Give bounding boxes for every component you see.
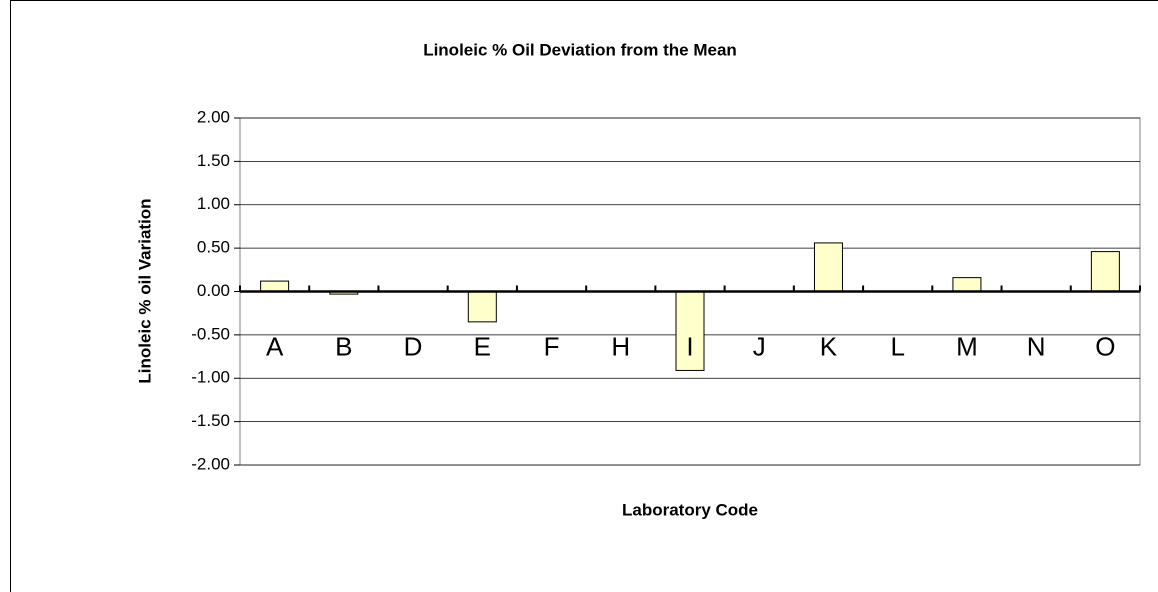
x-tick-label: I — [686, 331, 693, 361]
y-tick-label: 0.50 — [197, 238, 230, 257]
x-tick-label: A — [266, 331, 284, 361]
bar — [260, 280, 290, 292]
x-tick-label: J — [753, 331, 766, 361]
y-tick-label: -2.00 — [191, 454, 230, 473]
y-axis-label: Linoleic % oil Variation — [135, 198, 154, 383]
x-axis-label: Laboratory Code — [622, 500, 758, 519]
x-tick-label: M — [956, 331, 978, 361]
x-tick-label: N — [1027, 331, 1046, 361]
x-tick-label: F — [544, 331, 560, 361]
chart-title: Linoleic % Oil Deviation from the Mean — [423, 40, 737, 59]
x-tick-label: B — [335, 331, 352, 361]
bar — [813, 242, 843, 292]
x-tick-label: K — [820, 331, 838, 361]
x-tick-label: O — [1095, 331, 1115, 361]
y-tick-label: 1.50 — [197, 151, 230, 170]
x-tick-label: D — [404, 331, 423, 361]
x-tick-label: H — [611, 331, 630, 361]
y-tick-label: 2.00 — [197, 107, 230, 126]
y-tick-label: -0.50 — [191, 324, 230, 343]
x-tick-label: E — [474, 331, 491, 361]
bar — [467, 291, 497, 323]
y-tick-label: 1.00 — [197, 194, 230, 213]
y-tick-label: -1.50 — [191, 411, 230, 430]
bar — [952, 277, 982, 292]
x-tick-label: L — [890, 331, 904, 361]
bar — [675, 291, 705, 371]
bar — [1090, 251, 1120, 292]
y-tick-label: 0.00 — [197, 281, 230, 300]
y-tick-label: -1.00 — [191, 368, 230, 387]
